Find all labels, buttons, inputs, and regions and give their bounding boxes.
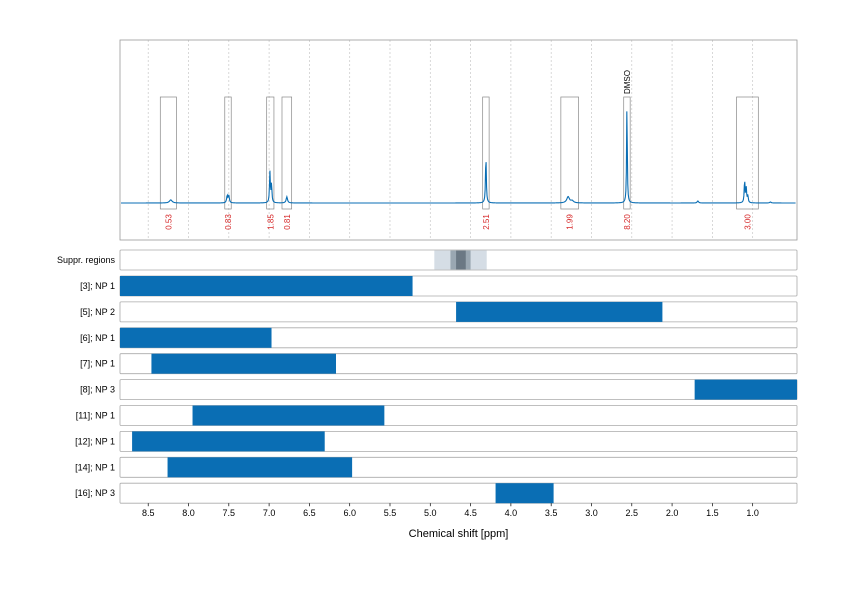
suppression-label: Suppr. regions <box>57 255 116 265</box>
x-axis-title: Chemical shift [ppm] <box>409 528 509 540</box>
range-bar <box>456 301 663 322</box>
integral-label: 0.81 <box>283 214 292 230</box>
x-tick-label: 2.5 <box>626 508 639 518</box>
x-tick-label: 5.0 <box>424 508 437 518</box>
range-bar <box>167 457 353 478</box>
range-bar <box>495 483 554 504</box>
x-tick-label: 1.0 <box>746 508 759 518</box>
range-rows: [3]; NP 1 [5]; NP 2 [6]; NP 1 [7]; NP 1 [8];… <box>75 275 798 504</box>
suppression-band <box>456 250 466 270</box>
range-row-label: [11]; NP 1 <box>76 411 115 421</box>
range-bar <box>694 379 797 400</box>
spectrum-frame <box>119 39 798 241</box>
range-bar <box>120 276 413 296</box>
range-row-label: [8]; NP 3 <box>80 385 115 395</box>
x-tick-label: 4.5 <box>464 508 477 518</box>
integral-box <box>623 96 631 210</box>
range-bar <box>151 353 336 374</box>
range-row-label: [3]; NP 1 <box>80 281 115 291</box>
integral-labels: 0.53 0.83 1.85 0.81 2.51 1.99 8.20 3.00 <box>164 214 752 230</box>
range-bar <box>192 405 385 426</box>
integral-box <box>736 96 759 210</box>
spectrum-line <box>121 111 796 204</box>
dmso-annotation: DMSO <box>623 70 632 94</box>
integral-label: 1.85 <box>266 214 275 230</box>
range-bar <box>120 327 272 348</box>
x-tick-label: 4.0 <box>505 508 518 518</box>
x-tick-label: 3.5 <box>545 508 558 518</box>
range-row-label: [5]; NP 2 <box>80 307 115 317</box>
x-tick-label: 7.5 <box>223 508 236 518</box>
integral-box <box>482 96 490 210</box>
suppression-row: Suppr. regions <box>57 249 798 271</box>
spectrum-panel: 0.53 0.83 1.85 0.81 2.51 1.99 8.20 3.00 DMSO <box>119 39 798 241</box>
x-tick-label: 8.0 <box>182 508 195 518</box>
x-tick-label: 5.5 <box>384 508 397 518</box>
integral-label: 2.51 <box>482 214 491 230</box>
gridlines <box>147 40 754 240</box>
range-row-label: [6]; NP 1 <box>80 333 115 343</box>
x-tick-label: 1.5 <box>706 508 719 518</box>
integral-boxes <box>159 96 759 210</box>
range-row-label: [7]; NP 1 <box>80 359 115 369</box>
range-row-label: [14]; NP 1 <box>75 462 115 472</box>
integral-box <box>560 96 579 210</box>
integral-box <box>281 96 293 210</box>
integral-box <box>224 96 232 210</box>
x-tick-label: 6.5 <box>303 508 316 518</box>
integral-label: 0.53 <box>164 214 173 230</box>
integral-label: 3.00 <box>743 214 752 230</box>
x-tick-label: 2.0 <box>666 508 679 518</box>
range-row-frame <box>119 482 798 504</box>
peak-annotations: DMSO <box>623 70 632 94</box>
range-row-label: [16]; NP 3 <box>75 488 115 498</box>
x-tick-label: 6.0 <box>343 508 356 518</box>
x-axis: 8.5 8.0 7.5 7.0 6.5 6.0 5.5 5.0 4.5 4.0 3.5 3.0 2.5 2… <box>142 503 759 518</box>
integral-label: 1.99 <box>566 214 575 230</box>
x-tick-label: 7.0 <box>263 508 276 518</box>
range-row-label: [12]; NP 1 <box>75 436 115 446</box>
integral-box <box>266 96 275 210</box>
integral-label: 0.83 <box>224 214 233 230</box>
range-bar <box>132 431 325 452</box>
x-tick-label: 3.0 <box>585 508 598 518</box>
integral-label: 8.20 <box>623 214 632 230</box>
integral-box <box>159 96 177 210</box>
x-tick-label: 8.5 <box>142 508 155 518</box>
